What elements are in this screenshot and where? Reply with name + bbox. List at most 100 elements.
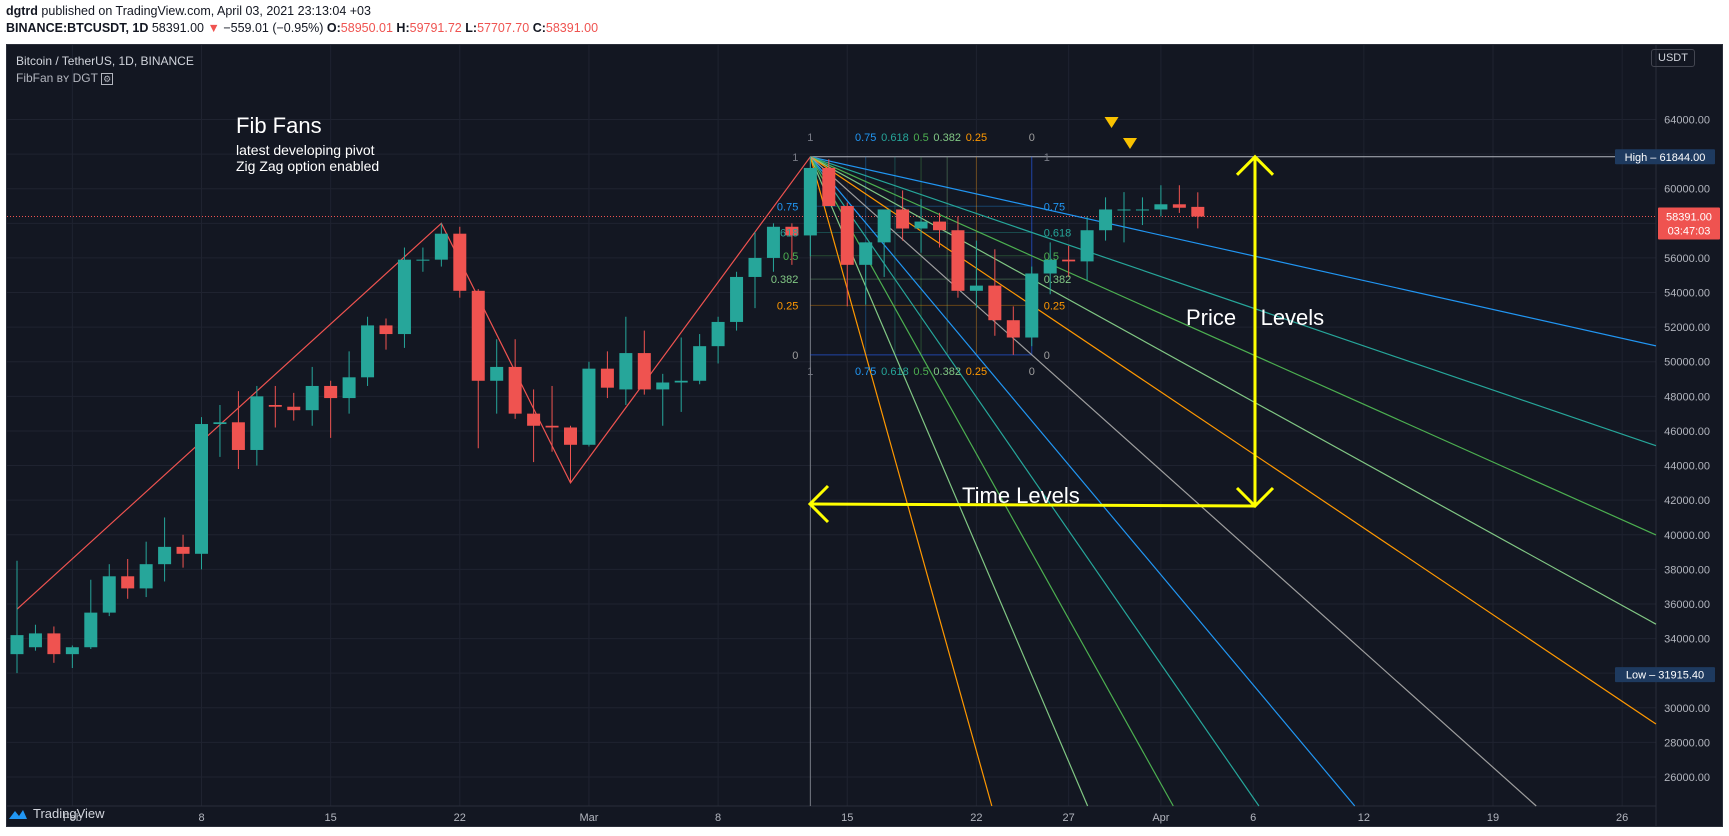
candle-body bbox=[10, 635, 24, 655]
candle-body bbox=[951, 230, 965, 291]
fib-fans-title: Fib Fans bbox=[236, 113, 322, 138]
candle-body bbox=[637, 353, 651, 390]
candle-body bbox=[84, 612, 98, 648]
x-tick-label: 8 bbox=[715, 812, 721, 824]
fan-price-line bbox=[810, 156, 1657, 347]
fan-price-line bbox=[809, 156, 1537, 807]
fan-price-label-right: 0.75 bbox=[1044, 201, 1065, 213]
fan-time-label-top: 0.75 bbox=[855, 132, 876, 144]
zigzag-line bbox=[16, 156, 811, 610]
candle-body bbox=[656, 382, 670, 390]
x-tick-label: Apr bbox=[1152, 812, 1169, 824]
candle-body bbox=[766, 226, 780, 258]
candle-body bbox=[674, 380, 688, 383]
candle-body bbox=[1191, 206, 1205, 217]
y-tick-label: 30000.00 bbox=[1664, 703, 1710, 715]
candle-body bbox=[102, 576, 116, 613]
candle-body bbox=[158, 546, 172, 565]
candle-body bbox=[121, 576, 135, 589]
candle-body bbox=[250, 396, 264, 450]
candle-body bbox=[213, 422, 227, 425]
candle-body bbox=[896, 209, 910, 229]
candle-body bbox=[564, 427, 577, 445]
pivot-marker-icon bbox=[1123, 138, 1137, 149]
candle-body bbox=[1117, 209, 1131, 211]
y-tick-label: 28000.00 bbox=[1664, 737, 1710, 749]
last-price-tag-bg bbox=[1658, 207, 1720, 240]
symbol-label: BINANCE:BTCUSDT, 1D bbox=[6, 21, 149, 35]
fan-time-line bbox=[809, 156, 1260, 807]
candle-body bbox=[1172, 204, 1186, 208]
published-info: published on TradingView.com, April 03, … bbox=[41, 4, 371, 18]
high-price-tag-text: High – 61844.00 bbox=[1625, 152, 1706, 164]
y-tick-label: 56000.00 bbox=[1664, 253, 1710, 265]
fan-time-label-top: 0.5 bbox=[913, 132, 928, 144]
y-tick-label: 40000.00 bbox=[1664, 530, 1710, 542]
close-label: C: bbox=[532, 21, 546, 35]
fan-price-label-right: 0.25 bbox=[1044, 300, 1065, 312]
candle-body bbox=[988, 285, 1002, 321]
fan-time-label-bottom: 0 bbox=[1029, 366, 1035, 378]
candle-body bbox=[287, 406, 301, 411]
fan-time-label-top: 0.25 bbox=[966, 132, 987, 144]
fan-time-label-bottom: 0.5 bbox=[913, 366, 928, 378]
tradingview-logo[interactable]: TradingView bbox=[7, 806, 105, 821]
chart-title[interactable]: Bitcoin / TetherUS, 1D, BINANCE bbox=[16, 54, 194, 68]
candle-body bbox=[139, 564, 153, 589]
candle-body bbox=[1135, 209, 1149, 211]
candle-body bbox=[693, 346, 707, 381]
publication-header: dgtrd published on TradingView.com, Apri… bbox=[0, 0, 1729, 40]
y-tick-label: 52000.00 bbox=[1664, 322, 1710, 334]
chart-canvas[interactable]: 64000.0062000.0060000.0058000.0056000.00… bbox=[7, 45, 1722, 826]
x-tick-label: 19 bbox=[1487, 812, 1499, 824]
y-tick-label: 36000.00 bbox=[1664, 599, 1710, 611]
fan-price-label-left: 0.382 bbox=[771, 274, 799, 286]
y-tick-label: 50000.00 bbox=[1664, 357, 1710, 369]
annotation-line-1: latest developing pivot bbox=[236, 142, 375, 158]
candle-body bbox=[268, 404, 282, 407]
indicator-label[interactable]: FibFan ʙʏ DGT ⚙ bbox=[16, 71, 114, 85]
fan-time-label-bottom: 1 bbox=[807, 366, 813, 378]
fan-price-label-right: 0.5 bbox=[1044, 251, 1059, 263]
settings-icon[interactable]: ⚙ bbox=[101, 73, 114, 85]
fan-price-label-right: 0.618 bbox=[1044, 227, 1072, 239]
fan-price-line bbox=[810, 156, 1657, 536]
low-price-tag-bg bbox=[1615, 667, 1715, 683]
candle-body bbox=[619, 353, 633, 390]
candle-body bbox=[379, 325, 393, 335]
candle-body bbox=[822, 167, 836, 207]
fan-time-line bbox=[809, 156, 1174, 807]
candle-body bbox=[785, 226, 799, 236]
annotation-line-2: Zig Zag option enabled bbox=[236, 158, 380, 174]
low-price-tag-text: Low – 31915.40 bbox=[1626, 670, 1704, 682]
candle-body bbox=[730, 276, 744, 322]
symbol-quote-line: BINANCE:BTCUSDT, 1D 58391.00 ▼ −559.01 (… bbox=[6, 21, 598, 35]
pivot-marker-icon bbox=[1104, 117, 1119, 128]
candle-body bbox=[195, 424, 208, 554]
x-tick-label: 15 bbox=[841, 812, 853, 824]
chart-panel[interactable]: 64000.0062000.0060000.0058000.0056000.00… bbox=[6, 44, 1723, 827]
candle-body bbox=[582, 368, 596, 445]
candle-body bbox=[1006, 320, 1020, 338]
fan-price-label-left: 1 bbox=[792, 152, 798, 164]
candle-body bbox=[305, 385, 319, 411]
fan-price-label-left: 0 bbox=[792, 350, 798, 362]
candle-body bbox=[508, 366, 522, 414]
fan-time-label-top: 1 bbox=[807, 132, 813, 144]
candle-body bbox=[877, 209, 891, 243]
currency-label[interactable]: USDT bbox=[1651, 49, 1695, 67]
candle-body bbox=[1099, 209, 1113, 231]
time-levels-label: Time Levels bbox=[962, 483, 1080, 508]
candle-body bbox=[324, 385, 338, 399]
price-change: −559.01 (−0.95%) bbox=[223, 21, 324, 35]
y-tick-label: 42000.00 bbox=[1664, 495, 1710, 507]
y-tick-label: 38000.00 bbox=[1664, 564, 1710, 576]
x-tick-label: Mar bbox=[579, 812, 598, 824]
y-tick-label: 46000.00 bbox=[1664, 426, 1710, 438]
high-label: H: bbox=[396, 21, 410, 35]
candle-body bbox=[803, 167, 817, 236]
candle-body bbox=[914, 221, 928, 229]
candle-body bbox=[453, 233, 467, 291]
author-name[interactable]: dgtrd bbox=[6, 4, 38, 18]
candle-body bbox=[527, 413, 541, 426]
